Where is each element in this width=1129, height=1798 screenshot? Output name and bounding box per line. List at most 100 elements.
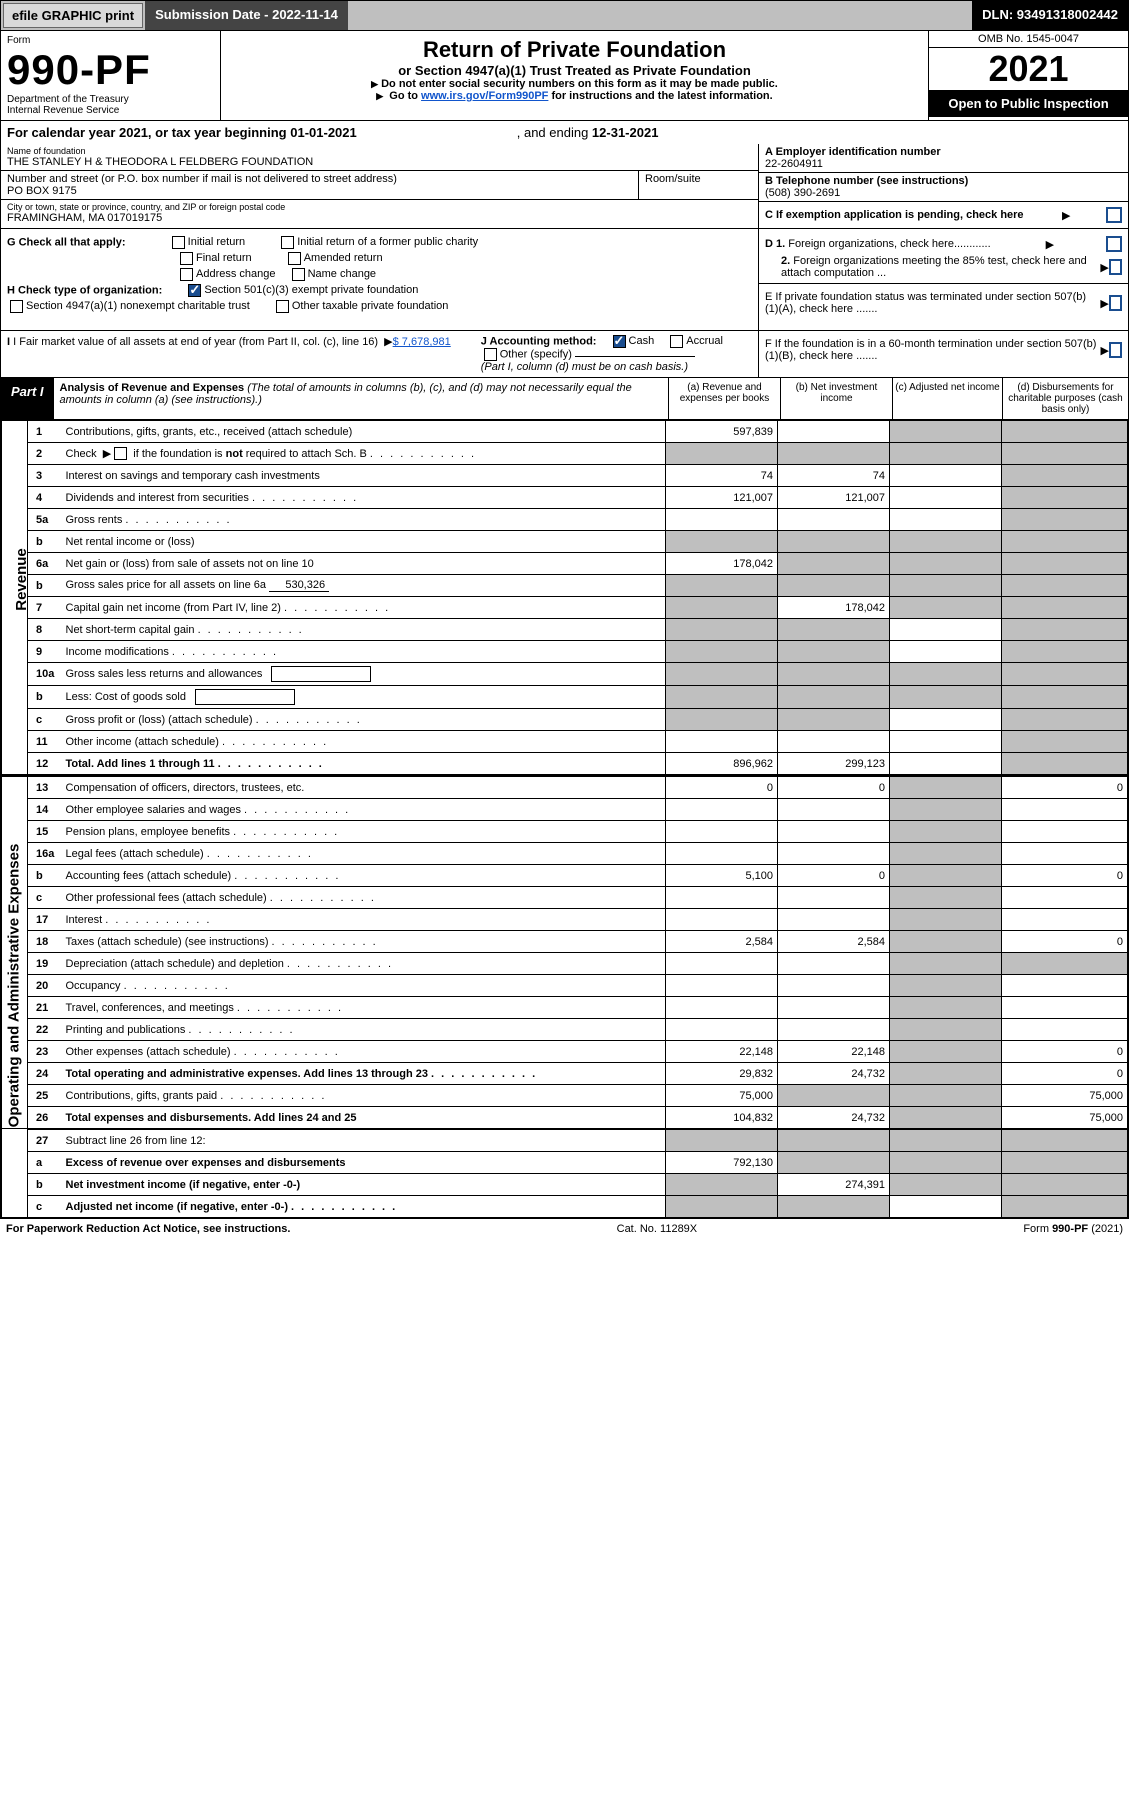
cell [890,1085,1002,1107]
expense-table: 13Compensation of officers, directors, t… [27,776,1128,1129]
chk-address-change[interactable] [180,268,193,281]
cell [666,731,778,753]
cell [778,997,890,1019]
cell: 0 [666,777,778,799]
row-desc: Total expenses and disbursements. Add li… [62,1107,666,1129]
arrow-icon [1097,261,1108,274]
row-number: 9 [28,641,62,663]
revenue-sidelabel: Revenue [1,420,27,775]
cell [778,887,890,909]
cell [890,663,1002,686]
ein-cell: A Employer identification number 22-2604… [759,144,1128,173]
chk-amended[interactable] [288,252,301,265]
name-label: Name of foundation [7,146,752,156]
row-desc: Travel, conferences, and meetings [62,997,666,1019]
row-desc: Other income (attach schedule) [62,731,666,753]
cell [666,843,778,865]
j-note: (Part I, column (d) must be on cash basi… [481,361,723,373]
d2-checkbox[interactable] [1109,259,1122,275]
paperwork-notice: For Paperwork Reduction Act Notice, see … [6,1223,290,1235]
efile-print-button[interactable]: efile GRAPHIC print [3,3,143,28]
cell [1002,531,1128,553]
chk-501c3[interactable] [188,284,201,297]
row-number: 27 [28,1130,62,1152]
chk-initial-return[interactable] [172,236,185,249]
form990pf-link[interactable]: www.irs.gov/Form990PF [421,90,548,102]
chk-accrual[interactable] [670,335,683,348]
chk-4947[interactable] [10,300,23,313]
chk-name-change[interactable] [292,268,305,281]
row-number: 24 [28,1063,62,1085]
cell [666,509,778,531]
i-text: I Fair market value of all assets at end… [13,336,378,348]
chk-sch-b[interactable] [114,447,127,460]
checks-left: G Check all that apply: Initial return I… [7,233,752,326]
row-desc: Net rental income or (loss) [62,531,666,553]
cell [666,799,778,821]
city: FRAMINGHAM, MA 017019175 [7,212,752,224]
cell [890,686,1002,709]
cell [890,975,1002,997]
table-row: bNet rental income or (loss) [28,531,1128,553]
cell [1002,909,1128,931]
row-number: b [28,686,62,709]
row-number: b [28,575,62,597]
note2-pre: Go to [389,90,421,102]
chk-initial-former[interactable] [281,236,294,249]
header-left: Form 990-PF Department of the Treasury I… [1,31,221,120]
row-number: 7 [28,597,62,619]
c-checkbox[interactable] [1106,207,1122,223]
cell [890,731,1002,753]
cell [778,799,890,821]
cell [890,843,1002,865]
cell [778,843,890,865]
row-number: 16a [28,843,62,865]
table-row: 4Dividends and interest from securities … [28,487,1128,509]
cell [778,975,890,997]
e-checkbox[interactable] [1109,295,1122,311]
line6a-sales: 530,326 [269,579,329,592]
chk-other-method[interactable] [484,348,497,361]
row-desc: Check if the foundation is not required … [62,443,666,465]
cell [1002,641,1128,663]
cell: 792,130 [666,1152,778,1174]
cell [1002,1019,1128,1041]
d1-label: D 1. Foreign organizations, check here..… [765,238,991,250]
city-cell: City or town, state or province, country… [1,200,758,226]
inline-box [271,666,371,682]
row-desc: Dividends and interest from securities [62,487,666,509]
arrow-icon [1098,344,1109,357]
ein-label: A Employer identification number [765,146,1122,158]
address: PO BOX 9175 [7,185,632,197]
cell [666,909,778,931]
cell: 2,584 [666,931,778,953]
cell [1002,843,1128,865]
cell [778,531,890,553]
cell: 22,148 [666,1041,778,1063]
cell [890,1196,1002,1218]
row-number: b [28,865,62,887]
chk-final[interactable] [180,252,193,265]
cat-no: Cat. No. 11289X [617,1223,698,1235]
chk-cash[interactable] [613,335,626,348]
telephone: (508) 390-2691 [765,187,1122,199]
cell [666,443,778,465]
row-desc: Total operating and administrative expen… [62,1063,666,1085]
f-checkbox[interactable] [1109,342,1122,358]
revenue-text: Revenue [13,548,30,611]
table-row: 24Total operating and administrative exp… [28,1063,1128,1085]
cell [778,709,890,731]
cell [1002,975,1128,997]
table-row: 23Other expenses (attach schedule) 22,14… [28,1041,1128,1063]
chk-other-taxable[interactable] [276,300,289,313]
j-label: J Accounting method: [481,335,597,347]
cell: 274,391 [778,1174,890,1196]
note-2: Go to www.irs.gov/Form990PF for instruct… [227,90,922,102]
cell [890,487,1002,509]
expense-sidelabel: Operating and Administrative Expenses [1,776,27,1129]
expense-grid: Operating and Administrative Expenses 13… [1,775,1128,1129]
opt-former: Initial return of a former public charit… [297,236,478,248]
cell [1002,997,1128,1019]
d1-checkbox[interactable] [1106,236,1122,252]
row-number: 4 [28,487,62,509]
